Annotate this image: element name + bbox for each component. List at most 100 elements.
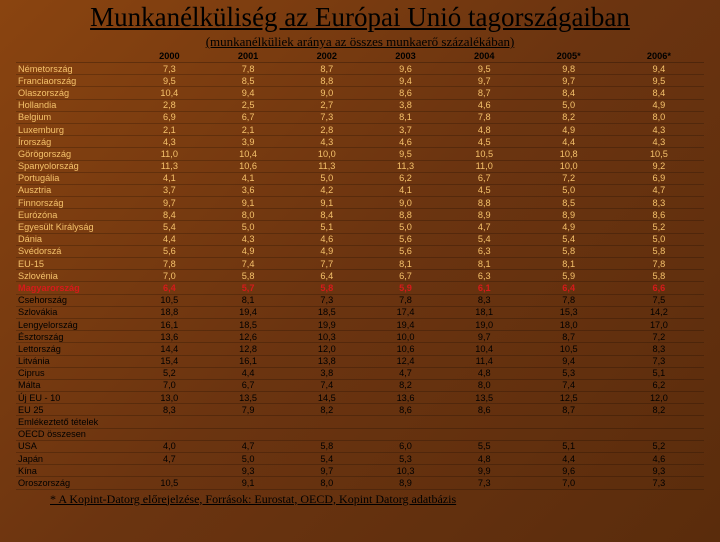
- cell-value: 5,1: [524, 440, 614, 452]
- cell-value: 9,1: [209, 477, 288, 489]
- cell-value: 9,0: [366, 197, 445, 209]
- cell-value: [130, 465, 209, 477]
- row-label: Finnország: [16, 197, 130, 209]
- table-row: Magyarország6,45,75,85,96,16,46,6: [16, 282, 704, 294]
- table-row: Svédorszá5,64,94,95,66,35,85,8: [16, 245, 704, 257]
- cell-value: 9,4: [209, 87, 288, 99]
- row-label: Németország: [16, 63, 130, 75]
- cell-value: 6,7: [209, 111, 288, 123]
- cell-value: 8,0: [614, 111, 704, 123]
- cell-value: 8,3: [614, 343, 704, 355]
- cell-value: 8,9: [445, 209, 524, 221]
- column-header: 2002: [287, 50, 366, 63]
- cell-value: 5,8: [524, 245, 614, 257]
- cell-value: 12,0: [287, 343, 366, 355]
- cell-value: 3,6: [209, 184, 288, 196]
- row-label: Lettország: [16, 343, 130, 355]
- row-label: Szlovénia: [16, 270, 130, 282]
- table-row: Szlovákia18,819,418,517,418,115,314,2: [16, 306, 704, 318]
- cell-value: 8,3: [445, 294, 524, 306]
- cell-value: 9,3: [209, 465, 288, 477]
- cell-value: 8,4: [614, 87, 704, 99]
- table-row: Németország7,37,88,79,69,59,89,4: [16, 63, 704, 75]
- cell-value: 9,5: [130, 75, 209, 87]
- cell-value: 18,8: [130, 306, 209, 318]
- cell-value: 10,5: [130, 294, 209, 306]
- cell-value: 13,0: [130, 392, 209, 404]
- row-label: Belgium: [16, 111, 130, 123]
- cell-value: 4,4: [209, 367, 288, 379]
- cell-value: 4,7: [130, 453, 209, 465]
- cell-value: 12,0: [614, 392, 704, 404]
- table-row: Kína9,39,710,39,99,69,3: [16, 465, 704, 477]
- cell-value: 9,7: [445, 331, 524, 343]
- page-subtitle: (munkanélküliek aránya az összes munkaer…: [0, 34, 720, 50]
- cell-value: 9,0: [287, 87, 366, 99]
- cell-value: 5,8: [614, 245, 704, 257]
- cell-value: 9,5: [614, 75, 704, 87]
- cell-value: 5,4: [287, 453, 366, 465]
- row-label: Franciaország: [16, 75, 130, 87]
- cell-value: 4,6: [287, 233, 366, 245]
- cell-value: 5,8: [614, 270, 704, 282]
- cell-value: 5,8: [287, 440, 366, 452]
- row-label: Hollandia: [16, 99, 130, 111]
- cell-value: 7,8: [130, 258, 209, 270]
- table-row: Portugália4,14,15,06,26,77,26,9: [16, 172, 704, 184]
- cell-value: 7,0: [130, 379, 209, 391]
- row-label: EU-15: [16, 258, 130, 270]
- cell-value: [614, 416, 704, 428]
- column-header: 2006*: [614, 50, 704, 63]
- cell-value: 4,6: [445, 99, 524, 111]
- row-label: Új EU - 10: [16, 392, 130, 404]
- row-label: Olaszország: [16, 87, 130, 99]
- cell-value: 8,8: [287, 75, 366, 87]
- row-label: Egyesült Királyság: [16, 221, 130, 233]
- cell-value: 4,3: [209, 233, 288, 245]
- cell-value: 10,6: [366, 343, 445, 355]
- row-label: USA: [16, 440, 130, 452]
- cell-value: [366, 428, 445, 440]
- cell-value: 8,1: [209, 294, 288, 306]
- row-label: Portugália: [16, 172, 130, 184]
- cell-value: 10,5: [130, 477, 209, 489]
- cell-value: 6,4: [287, 270, 366, 282]
- cell-value: 5,7: [209, 282, 288, 294]
- cell-value: 6,0: [366, 440, 445, 452]
- cell-value: 4,1: [130, 172, 209, 184]
- cell-value: 5,0: [209, 221, 288, 233]
- cell-value: 6,9: [130, 111, 209, 123]
- cell-value: [209, 428, 288, 440]
- row-label: Emlékeztető tételek: [16, 416, 130, 428]
- cell-value: 7,8: [209, 63, 288, 75]
- cell-value: 4,8: [445, 367, 524, 379]
- cell-value: 9,5: [445, 63, 524, 75]
- cell-value: 5,2: [614, 221, 704, 233]
- cell-value: 6,4: [130, 282, 209, 294]
- cell-value: 2,8: [287, 123, 366, 135]
- cell-value: 11,4: [445, 355, 524, 367]
- column-header: 2003: [366, 50, 445, 63]
- cell-value: 5,4: [524, 233, 614, 245]
- row-label: Kína: [16, 465, 130, 477]
- table-row: Új EU - 1013,013,514,513,613,512,512,0: [16, 392, 704, 404]
- cell-value: 8,8: [445, 197, 524, 209]
- cell-value: 8,2: [366, 379, 445, 391]
- table-row: Hollandia2,82,52,73,84,65,04,9: [16, 99, 704, 111]
- row-label: OECD összesen: [16, 428, 130, 440]
- table-row: Észtország13,612,610,310,09,78,77,2: [16, 331, 704, 343]
- cell-value: 4,3: [287, 136, 366, 148]
- data-table: 200020012002200320042005*2006* Németorsz…: [16, 50, 704, 490]
- cell-value: 11,3: [287, 160, 366, 172]
- cell-value: 7,3: [130, 63, 209, 75]
- cell-value: 18,5: [287, 306, 366, 318]
- cell-value: 11,3: [130, 160, 209, 172]
- cell-value: 10,4: [130, 87, 209, 99]
- cell-value: 12,4: [366, 355, 445, 367]
- table-row: Írország4,33,94,34,64,54,44,3: [16, 136, 704, 148]
- cell-value: [445, 416, 524, 428]
- cell-value: 11,3: [366, 160, 445, 172]
- cell-value: 4,4: [524, 136, 614, 148]
- row-label: Ausztria: [16, 184, 130, 196]
- cell-value: 9,5: [366, 148, 445, 160]
